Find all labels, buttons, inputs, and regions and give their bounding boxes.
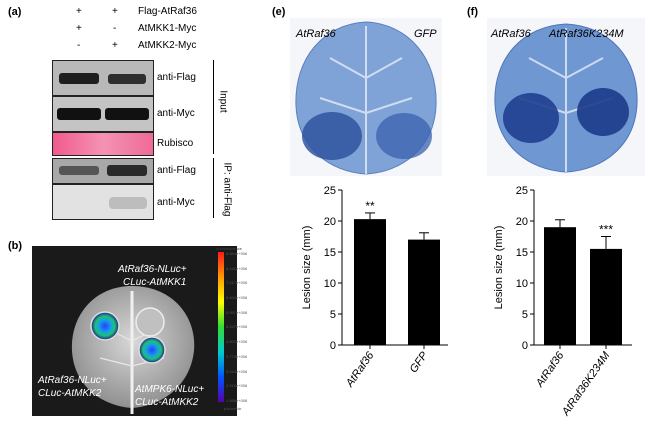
lum-label-line: AtRaf36-NLuc+	[38, 375, 107, 386]
blot-anti-flag-input	[52, 60, 154, 96]
photo-label-right: GFP	[414, 28, 437, 40]
lum-label-line: AtRaf36-NLuc+	[118, 264, 187, 275]
panel-f-letter: (f)	[467, 6, 478, 18]
significance-mark: **	[365, 199, 375, 213]
lum-label-line: CLuc-AtMKK1	[123, 277, 187, 288]
legend-tick: 5.227e+006	[226, 324, 248, 330]
blot-anti-myc-input	[52, 96, 154, 132]
blot-anti-myc-ip	[52, 184, 154, 220]
legend-tick: 8.864e+006	[226, 251, 248, 256]
legend-tick: 2.316e+006	[226, 383, 248, 389]
sign: -	[77, 40, 81, 51]
sign: +	[112, 40, 118, 51]
blot-label: anti-Flag	[157, 165, 196, 176]
blot-label: anti-Flag	[157, 72, 196, 83]
x-tick-label: GFP	[408, 349, 431, 375]
group-label-ip: IP: anti-Flag	[221, 162, 233, 217]
row-label: AtMKK2-Myc	[138, 40, 197, 51]
colorbar	[218, 252, 224, 402]
legend-tick: 8.141e+006	[226, 265, 248, 271]
blot-label: anti-Myc	[157, 197, 195, 208]
y-tick-label: 15	[324, 247, 336, 259]
row-label: Flag-AtRaf36	[138, 6, 197, 17]
blot-rubisco	[52, 132, 154, 156]
row-label: AtMKK1-Myc	[138, 23, 197, 34]
bar	[354, 219, 386, 345]
lum-label-line: CLuc-AtMKK2	[135, 397, 199, 408]
ip-bracket	[213, 158, 214, 218]
input-bracket	[213, 60, 214, 154]
photo-label-left: AtRaf36	[296, 28, 336, 40]
blot-label: anti-Myc	[157, 108, 195, 119]
leaf-photo-e: AtRaf36 GFP	[290, 18, 442, 176]
legend-tick: 3.044e+006	[226, 368, 248, 374]
y-tick-label: 0	[522, 340, 528, 352]
legend-tick: 1.588e+006	[226, 397, 248, 403]
y-tick-label: 25	[516, 185, 528, 197]
y-tick-label: 25	[324, 185, 336, 197]
luminescence-image	[32, 246, 237, 416]
leaf-image	[71, 286, 195, 414]
photo-label-right: AtRaf36K234M	[549, 28, 624, 40]
blot-anti-flag-ip	[52, 158, 154, 184]
lum-label-line: AtMPK6-NLuc+	[135, 384, 205, 395]
y-tick-label: 5	[522, 309, 528, 321]
x-tick-label: AtRaf36K234M	[559, 349, 613, 418]
lum-label-line: CLuc-AtMKK2	[38, 388, 102, 399]
y-axis-label: Lesion size (mm)	[493, 226, 505, 310]
panel-b-letter: (b)	[8, 240, 23, 252]
legend-tick: 4.501e+006	[226, 339, 248, 345]
panel-e-letter: (e)	[272, 6, 286, 18]
lum-label-1: AtRaf36-NLuc+ CLuc-AtMKK1	[118, 263, 187, 289]
chart-e: 0 5 10 15 20 25 Lesion size (mm) ** AtRaf36 GFP	[301, 185, 448, 390]
y-axis-label: Lesion size (mm)	[301, 226, 313, 310]
y-tick-label: 10	[516, 278, 528, 290]
blot-label: Rubisco	[157, 138, 194, 149]
sign: -	[113, 23, 117, 34]
bar	[544, 227, 576, 345]
leaf-image	[494, 23, 638, 173]
chart-f: 0 5 10 15 20 25 Lesion size (mm) AtRaf36 *** AtRa…	[493, 185, 632, 419]
y-tick-label: 10	[324, 278, 336, 290]
leaf-image	[295, 21, 437, 175]
significance-mark: ***	[599, 223, 613, 237]
legend-tick-labels: 8.864e+006 8.141e+006 7.417e+006 6.694e+…	[226, 251, 252, 403]
bar	[590, 248, 622, 345]
sign: +	[76, 23, 82, 34]
lum-label-3: AtMPK6-NLuc+ CLuc-AtMKK2	[135, 383, 204, 409]
y-tick-label: 0	[330, 340, 336, 352]
sign: +	[76, 6, 82, 17]
bar	[408, 239, 440, 345]
y-tick-label: 20	[516, 216, 528, 228]
legend-tick: 3.773e+006	[226, 353, 248, 359]
y-tick-label: 20	[324, 216, 336, 228]
panel-a-letter: (a)	[8, 6, 22, 18]
x-tick-label: AtRaf36	[343, 349, 377, 390]
y-tick-label: 15	[516, 247, 528, 259]
group-label-input: Input	[217, 90, 229, 113]
x-tick-label: AtRaf36	[533, 349, 567, 390]
y-tick-label: 5	[330, 309, 336, 321]
legend-title: Luminescence	[216, 246, 242, 251]
leaf-photo-f: AtRaf36 AtRaf36K234M	[487, 18, 645, 176]
sign: +	[112, 6, 118, 17]
legend-tick: 7.417e+006	[226, 280, 248, 286]
lum-label-2: AtRaf36-NLuc+ CLuc-AtMKK2	[38, 374, 107, 400]
legend-unit: p/s/cm²/sr	[224, 406, 242, 411]
legend-tick: 6.694e+006	[226, 295, 248, 301]
photo-label-left: AtRaf36	[491, 28, 531, 40]
legend-tick: 5.957e+006	[226, 309, 248, 315]
